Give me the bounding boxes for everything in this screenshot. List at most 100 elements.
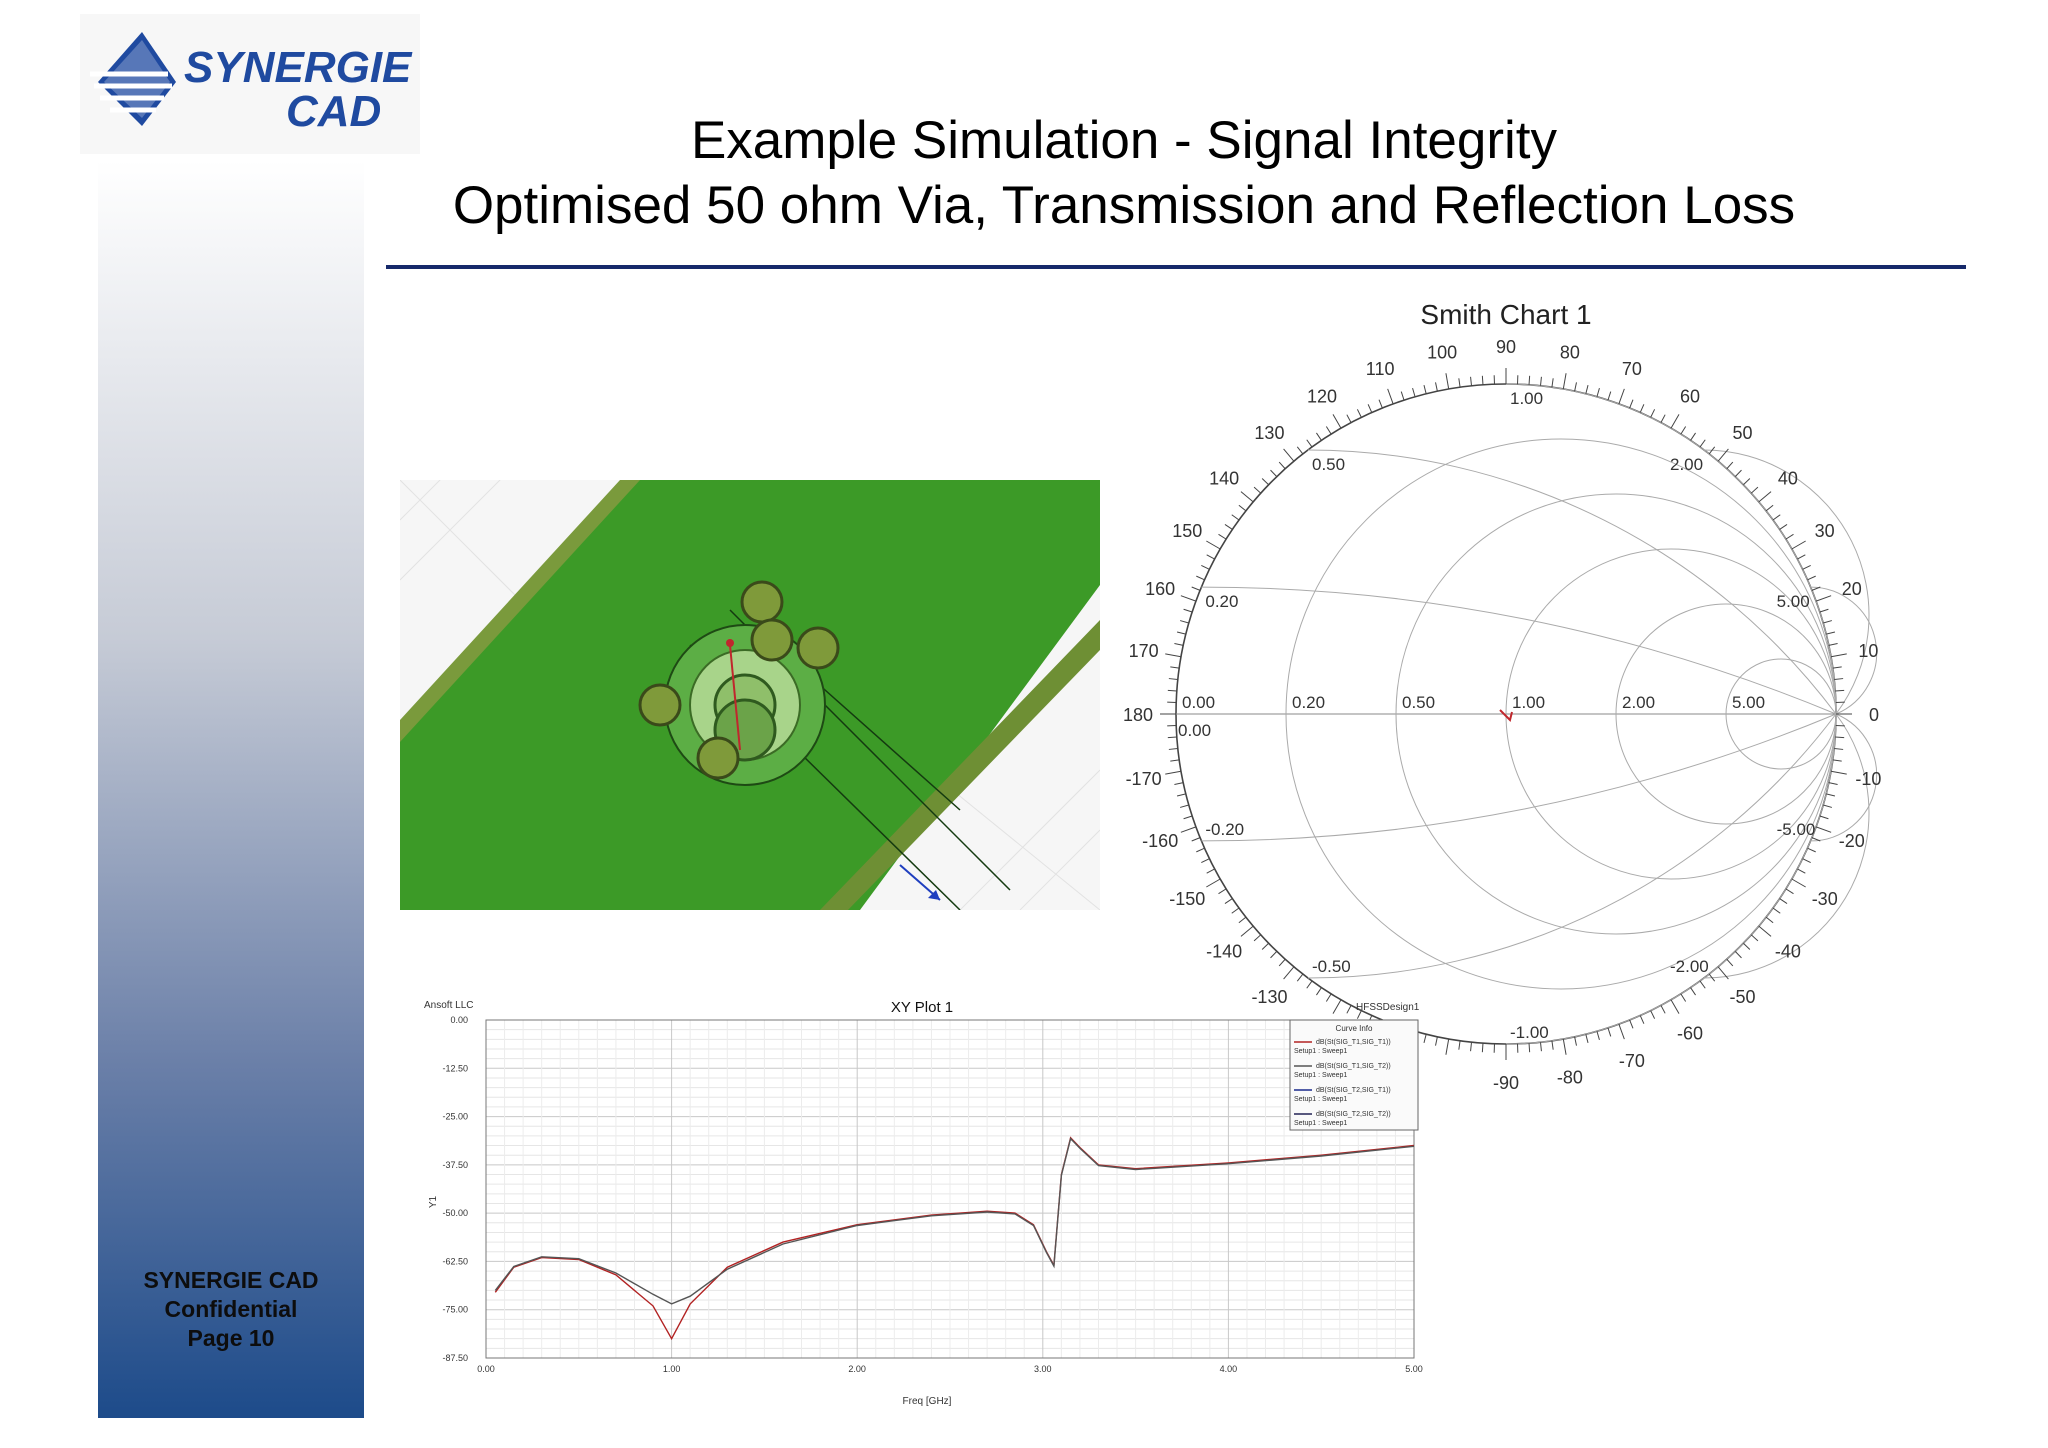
angle-label: 100 (1427, 343, 1457, 363)
angle-tick (1240, 925, 1254, 937)
reactance-arc (1703, 449, 1870, 715)
y-tick-label: -50.00 (442, 1208, 468, 1218)
angle-tick (1167, 736, 1177, 739)
angle-label: 50 (1733, 423, 1753, 443)
angle-tick (1191, 837, 1201, 842)
angle-tick (1819, 815, 1829, 820)
x-tick-label: 0.00 (477, 1364, 495, 1374)
angle-tick (1387, 388, 1394, 405)
angle-tick (1367, 404, 1373, 413)
angle-tick (1206, 878, 1221, 888)
angle-tick (1481, 1043, 1484, 1053)
angle-tick (1174, 643, 1184, 646)
angle-label: 110 (1366, 359, 1395, 379)
angle-tick (1201, 858, 1210, 864)
angle-tick (1206, 868, 1215, 874)
angle-label: 90 (1496, 337, 1516, 357)
angle-tick (1481, 375, 1484, 385)
angle-label: 180 (1123, 705, 1153, 725)
angle-tick (1470, 376, 1473, 386)
reactance-arc (1703, 713, 1870, 979)
angle-tick (1238, 916, 1247, 924)
resistance-label: 0.20 (1292, 693, 1325, 712)
x-tick-label: 5.00 (1405, 1364, 1423, 1374)
angle-tick (1539, 1042, 1542, 1052)
angle-tick (1828, 782, 1838, 785)
plot-frame (485, 1019, 1415, 1359)
reactance-arc (1505, 383, 1837, 715)
angle-tick (1574, 1036, 1577, 1046)
angle-tick (1834, 678, 1844, 681)
angle-tick (1680, 426, 1687, 435)
angle-tick (1802, 858, 1811, 864)
angle-tick (1296, 446, 1304, 455)
angle-tick (1815, 595, 1832, 602)
angle-label: 40 (1778, 468, 1798, 488)
resistance-label: 0.50 (1402, 693, 1435, 712)
angle-tick (1690, 432, 1696, 441)
smith-labels: 0 10 20 30 40 50 60 70 80 90 100 110 120 130 140 150 160… (1123, 337, 1881, 1093)
angle-tick (1206, 554, 1215, 560)
angle-tick (1551, 378, 1554, 388)
angle-tick (1826, 631, 1836, 635)
angle-tick (1779, 524, 1788, 530)
reactance-label: 0.50 (1312, 455, 1345, 474)
angle-label: -60 (1677, 1024, 1703, 1044)
reactance-arc (1201, 586, 1837, 715)
resistance-label: 5.00 (1732, 693, 1765, 712)
company-logo: SYNERGIE CAD (80, 14, 420, 154)
xy-plot: Ansoft LLC XY Plot 1 HFSSDesign1 0.00 1.0… (400, 980, 1440, 1420)
angle-tick (1283, 448, 1295, 462)
angle-tick (1458, 1040, 1461, 1050)
angle-tick (1170, 759, 1180, 762)
angle-label: -150 (1169, 889, 1205, 909)
angle-tick (1618, 388, 1625, 405)
angle-tick (1690, 987, 1696, 996)
angle-tick (1332, 414, 1342, 429)
reactance-label: -0.20 (1205, 820, 1244, 839)
angle-tick (1196, 847, 1205, 853)
angle-tick (1660, 414, 1666, 423)
angle-tick (1316, 987, 1322, 996)
smith-chart-svg: Smith Chart 1 0 10 20 30 40 50 60 70 80 90 100 110 1… (1123, 299, 1881, 1093)
angle-tick (1412, 387, 1416, 397)
angle-tick (1830, 770, 1847, 775)
title-line-1: Example Simulation - Signal Integrity (690, 111, 1558, 170)
reactance-arc (1201, 713, 1837, 842)
angle-tick (1528, 1043, 1531, 1053)
angle-tick (1551, 1040, 1554, 1050)
footer-company: SYNERGIE CAD (143, 1267, 319, 1293)
angle-tick (1270, 951, 1278, 959)
title-rule (386, 265, 1966, 269)
angle-tick (1797, 554, 1806, 560)
angle-tick (1174, 782, 1184, 785)
x-tick-label: 3.00 (1034, 1364, 1052, 1374)
sidebar-gradient (98, 160, 364, 1418)
xy-legend: Curve Info dB(St(SIG_T1,SIG_T1)) Setup1 :… (1289, 1019, 1419, 1131)
angle-tick (1585, 1034, 1589, 1044)
angle-tick (1278, 461, 1286, 470)
angle-tick (1218, 888, 1227, 895)
angle-tick (1743, 942, 1751, 950)
reactance-arc (1505, 713, 1837, 1045)
angle-tick (1201, 564, 1210, 570)
angle-label: 80 (1560, 343, 1580, 363)
angle-label: 170 (1129, 641, 1159, 661)
angle-tick (1170, 666, 1180, 669)
reactance-arc (1307, 713, 1837, 979)
angle-label: 150 (1172, 521, 1202, 541)
angle-label: -70 (1619, 1051, 1645, 1071)
angle-tick (1758, 925, 1772, 937)
angle-tick (1562, 373, 1567, 390)
angle-tick (1168, 678, 1178, 681)
angle-tick (1832, 666, 1842, 669)
angle-tick (1835, 689, 1845, 692)
angle-tick (1835, 736, 1845, 739)
angle-label: 30 (1815, 521, 1835, 541)
angle-tick (1306, 439, 1313, 448)
angle-tick (1650, 1010, 1656, 1019)
angle-tick (1765, 916, 1774, 924)
angle-tick (1717, 448, 1729, 462)
angle-tick (1378, 399, 1383, 409)
angle-tick (1183, 608, 1193, 613)
